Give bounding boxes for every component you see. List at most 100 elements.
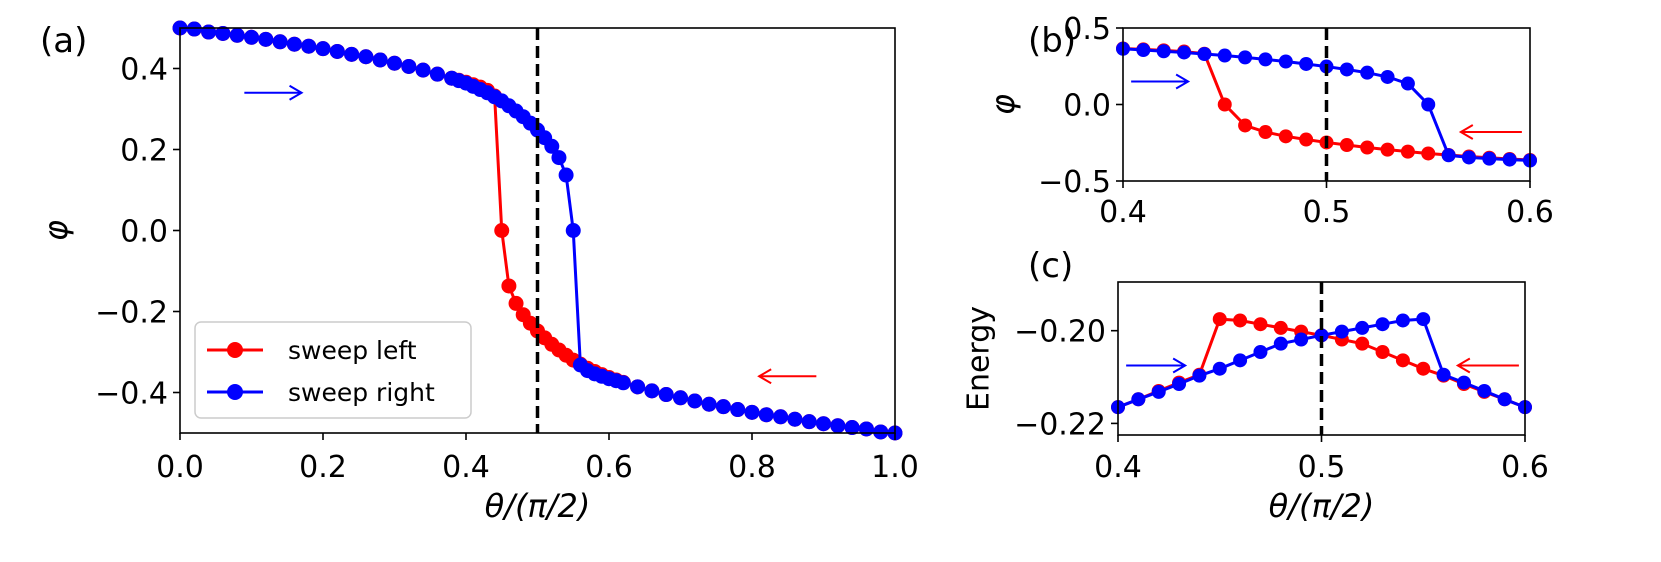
data-point — [1212, 312, 1227, 327]
data-point — [315, 41, 331, 57]
x-tick-label: 0.4 — [1099, 195, 1147, 230]
data-point — [816, 416, 831, 432]
data-point — [830, 418, 846, 434]
data-point — [1339, 62, 1354, 77]
arrow-head — [1175, 73, 1191, 90]
data-point — [1253, 345, 1268, 360]
data-point — [730, 402, 746, 418]
arrow-left — [1455, 357, 1519, 374]
data-point — [801, 414, 817, 430]
data-point — [787, 411, 803, 427]
y-tick-label: −0.2 — [95, 296, 168, 331]
y-axis-label: φ — [37, 220, 75, 241]
data-point — [1416, 312, 1431, 327]
data-point — [773, 409, 789, 425]
panel-a-tag: (a) — [40, 21, 87, 61]
data-point — [1131, 392, 1146, 407]
data-point — [1400, 144, 1415, 159]
data-point — [673, 390, 688, 406]
panel-a: (a) 0.0 0.2 0.4 0.6 0.8 1.0 0.4 0.2 0.0 −0.2 −0.4 θ… — [37, 20, 919, 525]
legend: sweep left sweep right — [194, 321, 472, 419]
data-point — [701, 396, 717, 412]
panel-b: (b) 0.4 0.5 0.6 0.5 0.0 −0.5 φ — [984, 12, 1554, 230]
data-point — [201, 24, 217, 40]
data-point — [1360, 140, 1375, 155]
arrow-head — [289, 84, 304, 101]
data-point — [630, 379, 646, 395]
x-tick-label: 0.0 — [156, 450, 204, 485]
data-point — [1416, 361, 1431, 376]
data-point — [551, 150, 567, 166]
panel-c: (c) 0.4 0.5 0.6 −0.20 −0.22 θ/(π/2) Energy — [962, 246, 1549, 525]
data-point — [501, 278, 517, 294]
series-blue-c — [1111, 312, 1532, 415]
data-point — [1294, 332, 1309, 347]
y-tick-label: 0.4 — [120, 53, 168, 88]
data-point — [286, 36, 302, 52]
data-point — [687, 393, 703, 409]
data-point — [715, 399, 731, 415]
data-point — [744, 404, 760, 420]
arrow-head — [757, 368, 772, 385]
data-point — [1375, 317, 1390, 332]
data-point — [558, 167, 574, 183]
data-point — [858, 421, 874, 437]
data-point — [1502, 152, 1517, 167]
data-point — [1192, 368, 1207, 383]
data-point — [429, 66, 445, 82]
data-point — [1339, 138, 1354, 153]
data-point — [272, 34, 288, 50]
panel-b-tag: (b) — [1028, 21, 1076, 61]
data-point — [1136, 43, 1151, 58]
plot-a: 0.0 0.2 0.4 0.6 0.8 1.0 0.4 0.2 0.0 −0.2 −0.4 θ/(π/… — [37, 20, 919, 525]
data-point — [1273, 336, 1288, 351]
data-point — [415, 62, 431, 78]
x-tick-label: 0.4 — [1094, 450, 1142, 485]
y-tick-label: 0.2 — [120, 134, 168, 169]
y-axis-label: φ — [984, 94, 1022, 115]
data-point — [1314, 328, 1329, 343]
data-point — [1355, 336, 1370, 351]
data-point — [565, 223, 581, 238]
x-tick-label: 0.5 — [1303, 195, 1351, 230]
data-point — [329, 43, 345, 59]
data-point — [1380, 142, 1395, 157]
y-axis-label: Energy — [962, 306, 997, 411]
data-point — [658, 387, 674, 403]
data-point — [244, 29, 259, 45]
arrow-right — [1126, 357, 1188, 374]
data-point — [1238, 118, 1253, 133]
data-point — [1172, 377, 1187, 391]
data-point — [508, 295, 524, 311]
x-tick-label: 0.4 — [442, 450, 490, 485]
data-point — [1258, 52, 1273, 67]
data-point — [301, 38, 317, 54]
y-tick-label: −0.22 — [1014, 407, 1106, 442]
data-point — [1233, 313, 1248, 328]
legend-item-red: sweep left — [207, 336, 417, 365]
data-point — [1278, 54, 1293, 69]
data-point — [229, 27, 245, 43]
arrow-head — [1172, 357, 1188, 374]
plot-c: 0.4 0.5 0.6 −0.20 −0.22 θ/(π/2) Energy — [962, 281, 1549, 525]
data-point — [1355, 320, 1370, 335]
data-point — [1253, 317, 1268, 332]
data-point — [1421, 97, 1436, 112]
data-point — [544, 138, 560, 154]
plot-b: 0.4 0.5 0.6 0.5 0.0 −0.5 φ — [984, 12, 1554, 230]
data-point — [1497, 392, 1512, 407]
x-tick-label: 0.8 — [728, 450, 776, 485]
legend-item-blue: sweep right — [207, 378, 435, 407]
data-point — [1217, 48, 1232, 63]
data-point — [1273, 320, 1288, 335]
y-tick-label: 0.5 — [1063, 12, 1111, 47]
y-tick-label: −0.5 — [1038, 165, 1111, 200]
y-tick-label: 0.0 — [120, 215, 168, 250]
x-tick-label: 0.6 — [1506, 195, 1554, 230]
data-point — [615, 375, 631, 391]
arrow-right — [1131, 73, 1191, 90]
data-point — [1151, 384, 1166, 399]
arrow-left — [1458, 124, 1522, 140]
data-point — [1456, 375, 1471, 390]
data-point — [873, 424, 889, 440]
